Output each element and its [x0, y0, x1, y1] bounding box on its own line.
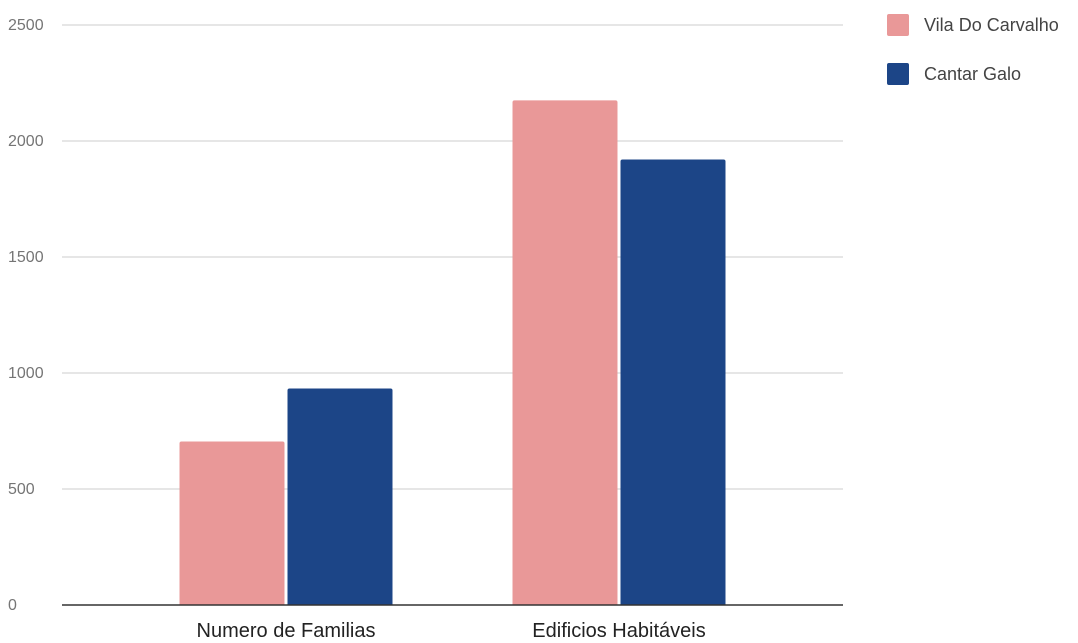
legend-swatch — [887, 63, 909, 85]
y-tick-label: 1500 — [8, 249, 44, 266]
y-tick-label: 1000 — [8, 365, 44, 382]
x-category-label: Numero de Familias — [197, 620, 376, 642]
legend-label: Cantar Galo — [924, 64, 1021, 84]
y-tick-label: 2000 — [8, 133, 44, 150]
y-tick-label: 0 — [8, 597, 17, 614]
y-tick-label: 500 — [8, 481, 35, 498]
bar-vila-do-carvalho-1 — [512, 100, 618, 606]
legend-label: Vila Do Carvalho — [924, 15, 1059, 35]
legend: Vila Do Carvalho Cantar Galo — [887, 14, 1059, 85]
y-tick-label: 2500 — [8, 17, 44, 34]
x-category-label: Edificios Habitáveis — [532, 620, 705, 642]
bar-cantar-galo-1 — [620, 159, 726, 605]
legend-swatch — [887, 14, 909, 36]
y-axis-ticks: 0 500 1000 1500 2000 2500 — [8, 17, 44, 614]
bar-vila-do-carvalho-0 — [179, 441, 285, 605]
bar-cantar-galo-0 — [287, 388, 393, 605]
gridlines — [62, 24, 843, 490]
bars — [179, 100, 726, 606]
x-axis-categories: Numero de Familias Edificios Habitáveis — [197, 620, 706, 642]
